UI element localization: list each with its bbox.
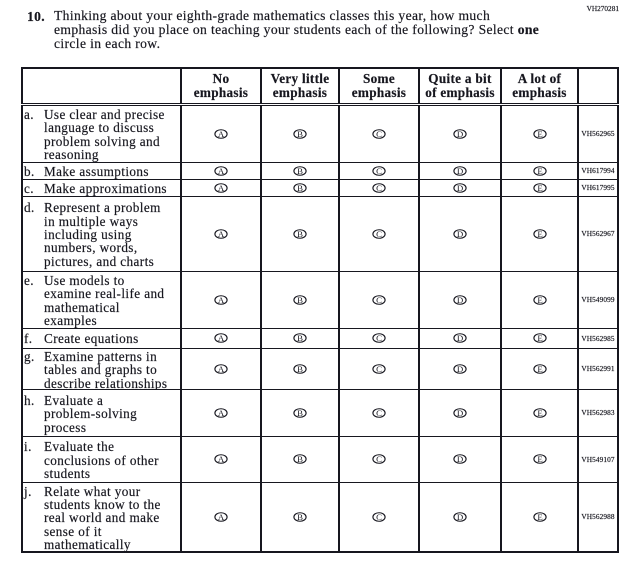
- svg-text:D: D: [457, 333, 463, 343]
- svg-text:A: A: [218, 295, 225, 305]
- svg-text:E: E: [537, 129, 542, 139]
- svg-text:B: B: [297, 454, 303, 464]
- svg-text:A: A: [218, 333, 225, 343]
- svg-text:C: C: [376, 183, 382, 193]
- svg-text:E: E: [537, 183, 542, 193]
- svg-text:B: B: [297, 333, 303, 343]
- svg-text:A: A: [218, 512, 225, 522]
- svg-text:D: D: [457, 166, 463, 176]
- svg-text:B: B: [297, 408, 303, 418]
- svg-text:B: B: [297, 229, 303, 239]
- svg-text:C: C: [376, 129, 382, 139]
- svg-text:D: D: [457, 129, 463, 139]
- svg-text:B: B: [297, 129, 303, 139]
- svg-text:B: B: [297, 364, 303, 374]
- svg-text:D: D: [457, 229, 463, 239]
- svg-text:B: B: [297, 166, 303, 176]
- svg-text:E: E: [537, 364, 542, 374]
- svg-text:D: D: [457, 183, 463, 193]
- svg-text:D: D: [457, 364, 463, 374]
- svg-text:C: C: [376, 512, 382, 522]
- svg-text:B: B: [297, 183, 303, 193]
- svg-text:C: C: [376, 364, 382, 374]
- svg-text:C: C: [376, 166, 382, 176]
- svg-text:B: B: [297, 295, 303, 305]
- svg-text:E: E: [537, 166, 542, 176]
- svg-text:E: E: [537, 295, 542, 305]
- svg-text:D: D: [457, 512, 463, 522]
- svg-text:E: E: [537, 512, 542, 522]
- svg-text:D: D: [457, 454, 463, 464]
- svg-text:E: E: [537, 333, 542, 343]
- svg-text:A: A: [218, 229, 225, 239]
- svg-text:A: A: [218, 454, 225, 464]
- svg-text:C: C: [376, 454, 382, 464]
- svg-text:C: C: [376, 333, 382, 343]
- svg-text:E: E: [537, 229, 542, 239]
- svg-text:E: E: [537, 454, 542, 464]
- svg-text:C: C: [376, 408, 382, 418]
- svg-text:D: D: [457, 295, 463, 305]
- svg-text:A: A: [218, 166, 225, 176]
- svg-text:A: A: [218, 129, 225, 139]
- svg-text:C: C: [376, 295, 382, 305]
- svg-text:D: D: [457, 408, 463, 418]
- svg-text:E: E: [537, 408, 542, 418]
- svg-text:B: B: [297, 512, 303, 522]
- svg-text:A: A: [218, 183, 225, 193]
- svg-text:C: C: [376, 229, 382, 239]
- svg-text:A: A: [218, 408, 225, 418]
- svg-text:A: A: [218, 364, 225, 374]
